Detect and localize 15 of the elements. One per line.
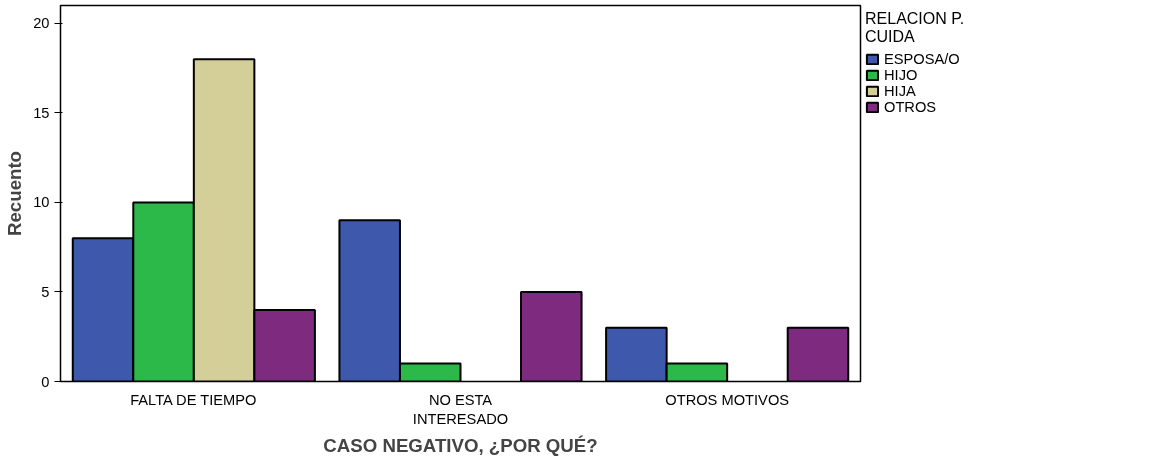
legend-label: ESPOSA/O — [884, 51, 960, 67]
y-tick-label: 20 — [33, 15, 50, 32]
y-tick-label: 0 — [41, 373, 50, 390]
x-tick-label: OTROS MOTIVOS — [665, 391, 790, 408]
x-axis-title: CASO NEGATIVO, ¿POR QUÉ? — [323, 434, 598, 456]
y-axis-title: Recuento — [4, 150, 26, 236]
x-tick-label: NO ESTA INTERESADO — [412, 391, 509, 427]
legend-title: RELACION P. CUIDA — [865, 10, 965, 46]
y-tick-label: 5 — [41, 283, 50, 300]
y-tick-label: 15 — [33, 104, 50, 121]
legend-label: HIJO — [884, 67, 918, 83]
legend-label: HIJA — [884, 83, 916, 99]
x-tick-label: FALTA DE TIEMPO — [130, 391, 257, 408]
legend-label: OTROS — [884, 99, 937, 115]
y-tick-label: 10 — [33, 194, 50, 211]
